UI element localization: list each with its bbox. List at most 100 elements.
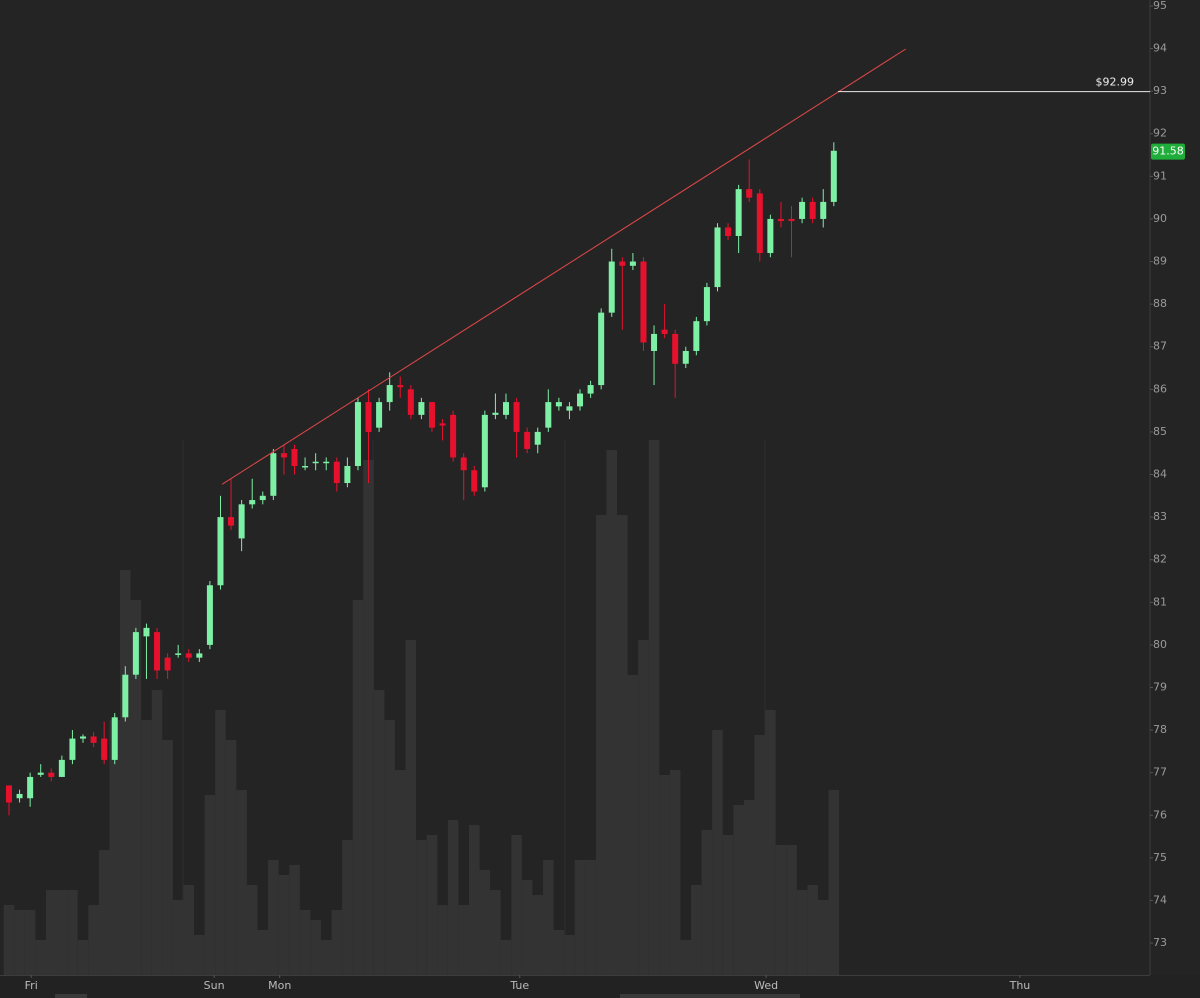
candle-body (228, 517, 235, 526)
candle-body (259, 495, 266, 501)
y-tick-label: 94 (1153, 42, 1167, 55)
candle-body (513, 402, 520, 432)
candle-body (587, 385, 594, 394)
volume-bar (257, 930, 269, 975)
volume-bar (194, 935, 205, 975)
candle-body (450, 414, 457, 458)
candle-body (376, 402, 383, 428)
volume-bar (659, 775, 670, 975)
volume-bar (796, 890, 808, 975)
candle-body (312, 461, 319, 464)
candle-body (354, 402, 361, 466)
volume-bar (141, 720, 152, 975)
volume-bar (342, 840, 353, 975)
volume-bar (627, 675, 639, 975)
candle-body (820, 201, 827, 219)
y-tick-label: 78 (1153, 723, 1167, 736)
candle-body (682, 350, 689, 364)
volume-bar (669, 770, 681, 975)
candle-body (545, 402, 552, 428)
candle-body (164, 657, 171, 671)
candle-body (217, 517, 224, 586)
candle-body (608, 261, 615, 313)
candle-body (5, 785, 12, 803)
y-tick-label: 92 (1153, 127, 1167, 140)
volume-bar (585, 860, 596, 975)
y-tick-label: 90 (1153, 212, 1167, 225)
volume-bar (786, 845, 797, 975)
candle-body (577, 393, 584, 407)
candle-body (481, 414, 488, 488)
volume-bar (120, 570, 131, 975)
volume-bar (437, 905, 448, 975)
volume-bar (320, 940, 332, 975)
volume-bar (564, 935, 575, 975)
candle-body (809, 201, 816, 219)
volume-bar (511, 835, 522, 975)
scroll-thumb[interactable] (55, 994, 87, 998)
candle-body (471, 470, 478, 492)
volume-bar (363, 460, 374, 975)
candle-body (460, 457, 467, 471)
candle-body (90, 736, 97, 743)
candle-body (735, 189, 742, 236)
volume-bar (638, 640, 649, 975)
volume-bar (236, 790, 247, 975)
candle-body (270, 453, 277, 496)
volume-bar (98, 850, 110, 975)
x-tick-label: Sun (204, 979, 225, 992)
volume-bar (606, 450, 618, 975)
y-tick-label: 89 (1153, 255, 1167, 268)
candle-body (111, 717, 118, 760)
volume-bar (331, 910, 343, 975)
volume-bar (246, 885, 258, 975)
candle-body (143, 627, 150, 637)
volume-bar (394, 770, 406, 975)
volume-bar (775, 845, 787, 975)
y-tick-label: 88 (1153, 297, 1167, 310)
volume-bar (743, 800, 755, 975)
candle-body (206, 585, 213, 645)
volume-bar (130, 600, 142, 975)
volume-bar (680, 940, 692, 975)
y-tick-label: 73 (1153, 936, 1167, 949)
volume-bar (405, 640, 417, 975)
candle-body (291, 448, 298, 466)
x-tick-label: Mon (268, 979, 291, 992)
y-tick-label: 83 (1153, 510, 1167, 523)
volume-bar (162, 740, 173, 975)
volume-bar (712, 730, 723, 975)
candle-body (386, 385, 393, 403)
volume-bar (88, 905, 99, 975)
candle-body (629, 261, 636, 266)
volume-bar (77, 940, 89, 975)
volume-bar (722, 835, 734, 975)
candle-body (48, 772, 55, 777)
candle-body (703, 287, 710, 322)
candle-body (756, 193, 763, 254)
candle-body (640, 261, 647, 343)
candle-body (503, 402, 509, 415)
volume-bar (14, 910, 25, 975)
y-tick-label: 75 (1153, 851, 1167, 864)
volume-bar (204, 795, 216, 975)
candle-body (101, 738, 108, 760)
scroll-thumb[interactable] (620, 994, 800, 998)
price-line-label: $92.99 (1096, 76, 1135, 89)
volume-bar (426, 835, 438, 975)
volume-bar (352, 600, 364, 975)
volume-bar (225, 740, 237, 975)
candle-body (418, 402, 425, 415)
volume-bar (24, 910, 36, 975)
volume-bar (172, 900, 184, 975)
candle-body (154, 632, 161, 671)
candle-body (672, 333, 679, 364)
candle-body (302, 465, 309, 468)
volume-bar (183, 885, 195, 975)
volume-bar (754, 735, 766, 975)
candle-body (619, 261, 626, 266)
candle-body (714, 227, 721, 288)
volume-bar (416, 840, 427, 975)
volume-bar (765, 710, 776, 975)
volume-bar (67, 890, 78, 975)
